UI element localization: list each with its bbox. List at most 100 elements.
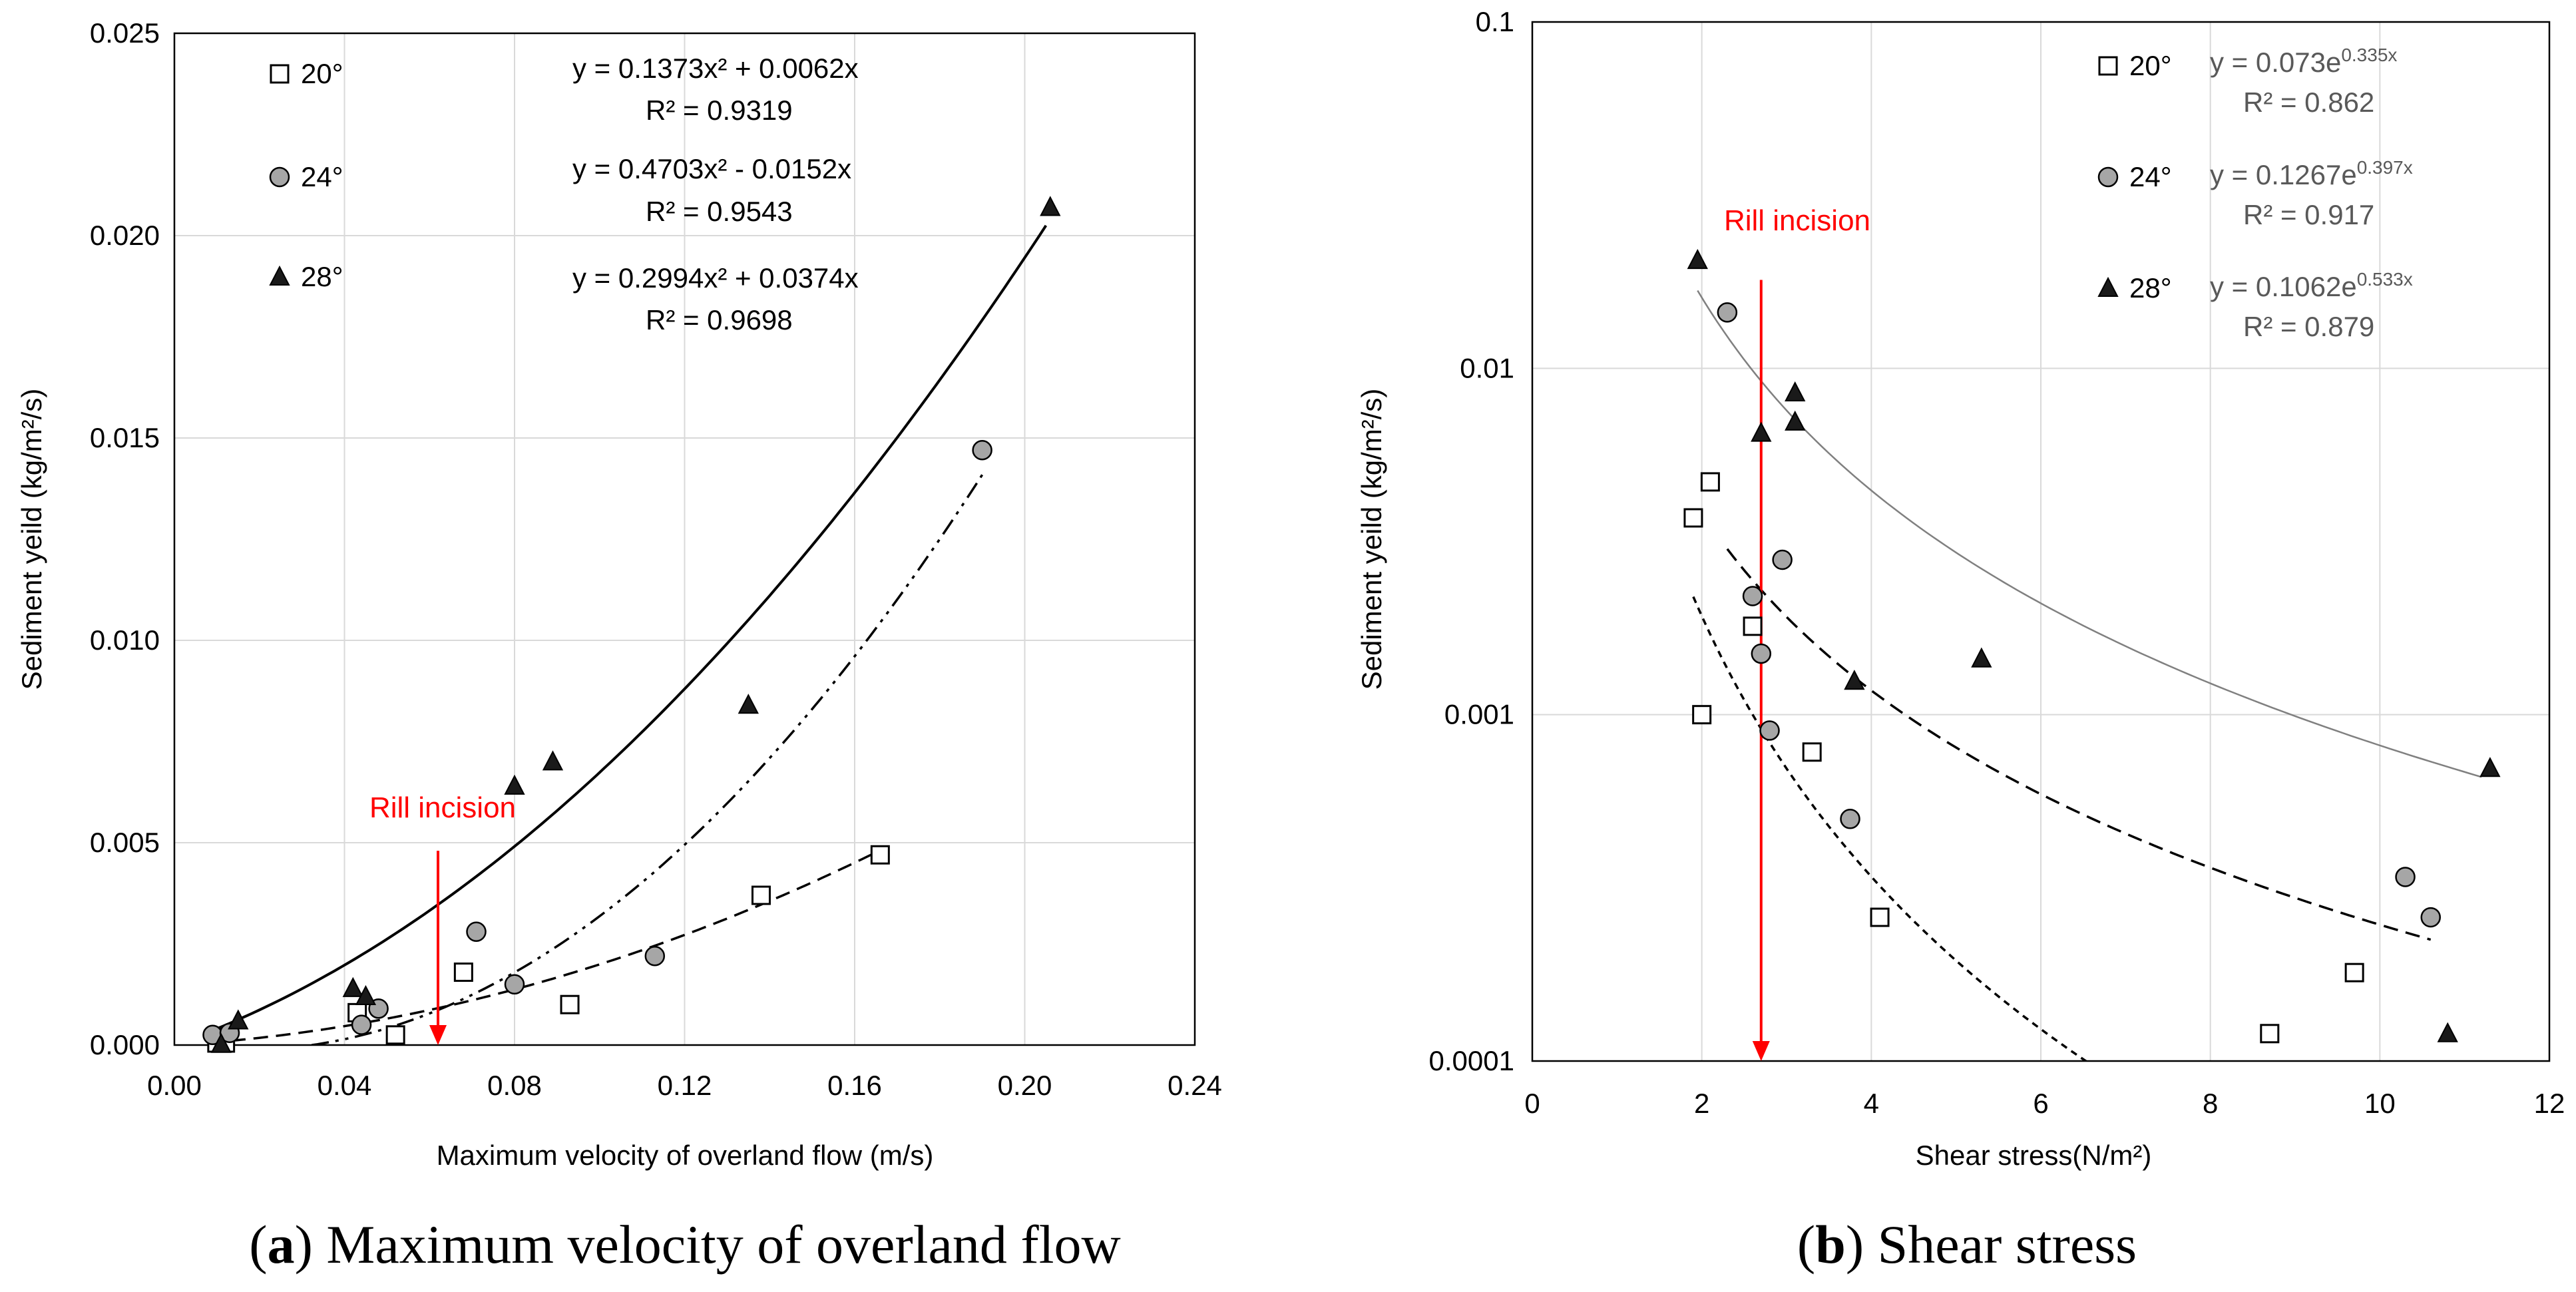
data-point bbox=[870, 845, 890, 865]
legend-label: 20° bbox=[301, 58, 343, 89]
data-point bbox=[453, 963, 473, 982]
data-point bbox=[1971, 647, 1992, 668]
rill-incision-arrow-head bbox=[1752, 1041, 1770, 1061]
data-point bbox=[210, 1032, 232, 1053]
y-tick-label: 0.0001 bbox=[1429, 1045, 1514, 1076]
fit-r-squared: R² = 0.917 bbox=[2243, 199, 2374, 230]
fit-equation: y = 0.1373x² + 0.0062x bbox=[572, 53, 859, 84]
data-point bbox=[1687, 248, 1708, 270]
x-tick-label: 0.00 bbox=[147, 1070, 202, 1101]
x-tick-label: 4 bbox=[1864, 1088, 1879, 1119]
rill-incision-label: Rill incision bbox=[1724, 204, 1870, 237]
data-point bbox=[1802, 742, 1822, 762]
data-point bbox=[751, 885, 771, 905]
fit-equation: y = 0.4703x² - 0.0152x bbox=[572, 153, 851, 184]
data-point bbox=[355, 984, 377, 1006]
data-point bbox=[1785, 381, 1806, 402]
plot-frame bbox=[1531, 21, 2551, 1062]
data-point bbox=[738, 694, 759, 714]
data-point bbox=[504, 774, 525, 795]
data-point bbox=[228, 1009, 249, 1030]
data-point bbox=[1840, 809, 1860, 829]
data-point bbox=[1700, 472, 1720, 492]
fit-line-20deg bbox=[208, 847, 885, 1044]
legend-marker bbox=[2098, 56, 2118, 76]
x-tick-label: 0.08 bbox=[487, 1070, 542, 1101]
data-point bbox=[1751, 421, 1772, 442]
y-tick-label: 0.001 bbox=[1444, 699, 1514, 730]
fit-equation: y = 0.1062e0.533x bbox=[2210, 269, 2413, 302]
y-tick-label: 0.005 bbox=[90, 827, 160, 858]
panel-b-caption: (b) Shear stress bbox=[1797, 1214, 2137, 1275]
fit-r-squared: R² = 0.9698 bbox=[646, 304, 793, 335]
data-point bbox=[1692, 705, 1712, 725]
rill-incision-label: Rill incision bbox=[369, 791, 516, 824]
x-tick-label: 0 bbox=[1524, 1088, 1540, 1119]
plot-frame bbox=[173, 32, 1196, 1046]
data-point bbox=[385, 1025, 405, 1045]
legend-marker bbox=[2097, 276, 2119, 297]
fit-line-28deg bbox=[1697, 290, 2482, 778]
y-axis-label: Sediment yeild (kg/m²/s) bbox=[16, 389, 47, 690]
series-24deg bbox=[202, 439, 992, 1046]
fit-line-24deg bbox=[1726, 548, 2432, 941]
data-point bbox=[2437, 1022, 2458, 1042]
fit-r-squared: R² = 0.879 bbox=[2243, 311, 2374, 342]
data-point bbox=[351, 1014, 372, 1035]
y-tick-label: 0.015 bbox=[90, 422, 160, 453]
data-point bbox=[1870, 907, 1890, 927]
x-tick-label: 6 bbox=[2033, 1088, 2048, 1119]
legend-label: 24° bbox=[301, 161, 343, 192]
y-axis-label: Sediment yeild (kg/m²/s) bbox=[1356, 389, 1387, 690]
data-point bbox=[2395, 867, 2416, 887]
data-point bbox=[1743, 616, 1763, 636]
data-point bbox=[560, 994, 580, 1014]
data-point bbox=[972, 439, 992, 461]
series-24deg bbox=[1717, 302, 2441, 928]
y-tick-label: 0.01 bbox=[1460, 352, 1514, 383]
fit-curves bbox=[208, 224, 1048, 1045]
fit-r-squared: R² = 0.9543 bbox=[646, 196, 793, 227]
x-tick-label: 12 bbox=[2534, 1088, 2565, 1119]
data-point bbox=[1717, 302, 1738, 323]
y-tick-label: 0.1 bbox=[1476, 6, 1514, 37]
fit-r-squared: R² = 0.9319 bbox=[646, 95, 793, 126]
series-28deg bbox=[210, 196, 1061, 1053]
panel-a-chart: 0.00 0.04 0.08 0.12 0.16 0.20 0.24 0.000 0.005 0.… bbox=[16, 17, 1222, 1171]
panel-b-chart: 0 2 4 6 8 10 12 0.0001 0.001 0.01 0.1 Shear stress(… bbox=[1356, 6, 2565, 1171]
x-tick-label: 0.24 bbox=[1168, 1070, 1222, 1101]
legend-label: 28° bbox=[301, 261, 343, 292]
legend-label: 28° bbox=[2129, 272, 2172, 304]
x-tick-label: 8 bbox=[2203, 1088, 2218, 1119]
x-tick-label: 0.12 bbox=[658, 1070, 712, 1101]
y-tick-label: 0.025 bbox=[90, 17, 160, 49]
fit-equation: y = 0.2994x² + 0.0374x bbox=[572, 262, 859, 294]
y-tick-label: 0.020 bbox=[90, 220, 160, 251]
legend-marker bbox=[270, 64, 290, 84]
data-point bbox=[466, 921, 487, 943]
data-point bbox=[1742, 586, 1763, 606]
x-tick-label: 2 bbox=[1694, 1088, 1709, 1119]
legend-marker bbox=[2097, 166, 2119, 188]
data-point bbox=[2260, 1024, 2280, 1044]
data-point bbox=[504, 974, 525, 995]
data-point bbox=[1844, 670, 1865, 690]
fit-line-28deg bbox=[216, 224, 1048, 1030]
data-point bbox=[2420, 907, 2441, 928]
data-point bbox=[1683, 508, 1703, 528]
fit-curves bbox=[1692, 290, 2482, 1061]
series-28deg bbox=[1687, 248, 2501, 1042]
data-point bbox=[342, 976, 363, 997]
legend-label: 20° bbox=[2129, 50, 2172, 81]
fit-r-squared: R² = 0.862 bbox=[2243, 87, 2374, 118]
x-tick-label: 0.04 bbox=[318, 1070, 372, 1101]
fit-equation: y = 0.1267e0.397x bbox=[2210, 157, 2413, 190]
fit-equation: y = 0.073e0.335x bbox=[2210, 45, 2397, 78]
data-point bbox=[1040, 196, 1061, 216]
fit-line-24deg bbox=[312, 474, 984, 1045]
legend-label: 24° bbox=[2129, 161, 2172, 192]
data-point bbox=[1759, 720, 1780, 741]
y-tick-label: 0.010 bbox=[90, 624, 160, 656]
data-point bbox=[1751, 643, 1772, 664]
